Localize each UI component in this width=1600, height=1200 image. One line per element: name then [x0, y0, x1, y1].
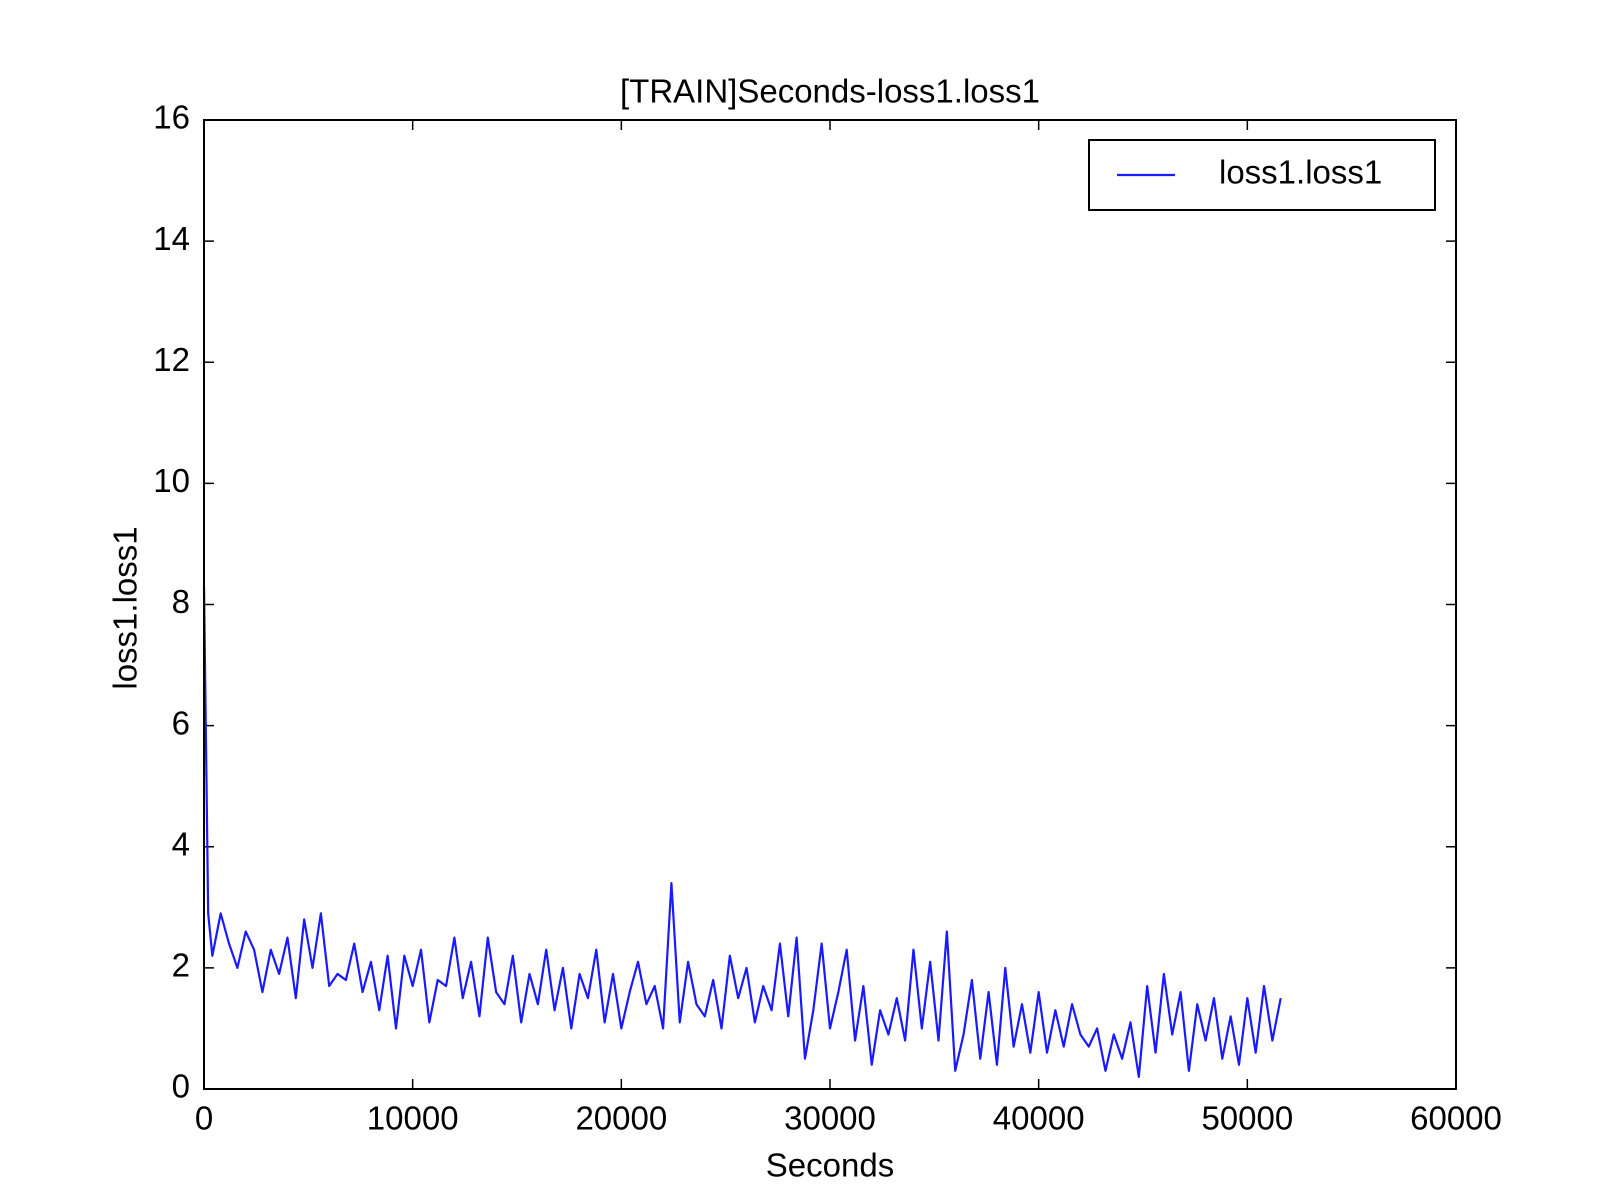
y-axis-label: loss1.loss1: [107, 526, 144, 689]
y-tick-label: 12: [153, 341, 190, 378]
data-line: [202, 586, 1282, 1078]
y-tick-label: 2: [172, 947, 190, 984]
chart-title: [TRAIN]Seconds-loss1.loss1: [620, 73, 1040, 110]
plot-frame: [203, 119, 1457, 1090]
x-tick-label: 50000: [1201, 1100, 1293, 1137]
x-tick-label: 20000: [575, 1100, 667, 1137]
y-tick-label: 10: [153, 462, 190, 499]
y-tick-label: 6: [172, 704, 190, 741]
x-axis-label: Seconds: [766, 1147, 894, 1184]
y-tick-label: 0: [172, 1068, 190, 1105]
x-tick-label: 60000: [1410, 1100, 1502, 1137]
legend-label: loss1.loss1: [1219, 154, 1382, 191]
y-tick-label: 8: [172, 583, 190, 620]
y-tick-label: 14: [153, 220, 190, 257]
x-tick-label: 10000: [367, 1100, 459, 1137]
x-tick-label: 30000: [784, 1100, 876, 1137]
x-tick-label: 40000: [993, 1100, 1085, 1137]
y-tick-label: 16: [153, 99, 190, 136]
x-tick-label: 0: [195, 1100, 213, 1137]
y-tick-label: 4: [172, 825, 190, 862]
